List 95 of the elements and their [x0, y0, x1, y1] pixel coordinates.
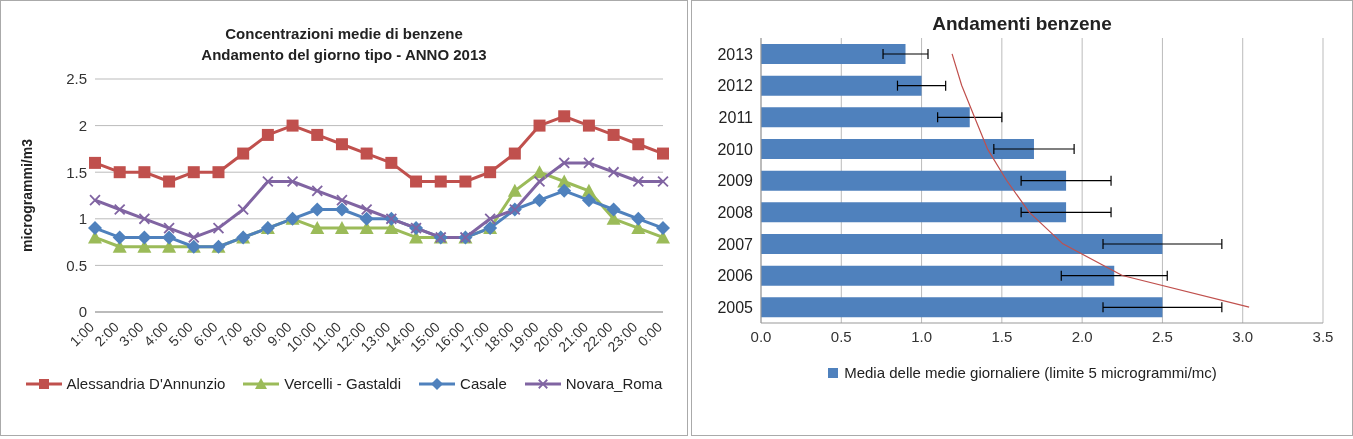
point	[606, 202, 621, 217]
point	[484, 213, 496, 225]
x-tick-label: 0.0	[750, 327, 772, 345]
y-tick-label: 2010	[717, 140, 754, 158]
bar	[761, 107, 970, 128]
x-tick-label: 0.5	[830, 327, 852, 345]
point	[361, 203, 373, 216]
point	[533, 119, 546, 132]
y-tick-label: 1.5	[66, 163, 87, 181]
point	[188, 231, 200, 244]
legend-label: Alessandria D'Annunzio	[66, 375, 226, 392]
point	[113, 166, 126, 179]
point	[359, 211, 374, 226]
point	[335, 138, 348, 151]
y-tick-label: 0.5	[66, 256, 87, 274]
point	[114, 203, 126, 216]
bar	[761, 75, 922, 96]
x-tick-label: 1.0	[911, 327, 932, 345]
point	[138, 166, 151, 179]
point	[607, 128, 620, 141]
x-tick-label: 2.0	[1071, 327, 1093, 345]
y-tick-label: 2	[78, 116, 87, 134]
point	[88, 221, 102, 236]
point	[632, 138, 645, 151]
point	[336, 194, 348, 206]
y-tick-label: 0	[78, 303, 87, 321]
point	[334, 202, 349, 217]
y-tick-label: 2008	[717, 203, 754, 221]
x-tick-label: 2.5	[1152, 327, 1173, 345]
point	[631, 211, 646, 226]
chart-title: Andamenti benzene	[932, 13, 1112, 34]
x-tick-label: 1.5	[991, 327, 1013, 345]
x-tick-label: 3.0	[1232, 327, 1254, 345]
y-tick-label: 2013	[717, 45, 754, 63]
bar	[761, 202, 1067, 223]
point	[583, 157, 595, 169]
point	[310, 202, 325, 217]
point	[385, 156, 398, 169]
y-tick-label: 2011	[718, 108, 754, 126]
bar	[761, 170, 1067, 191]
point	[138, 213, 150, 225]
bar	[761, 297, 1163, 318]
point	[89, 156, 101, 169]
y-tick-label: 2007	[717, 235, 754, 253]
y-tick-label: 2006	[717, 267, 754, 285]
point	[286, 175, 299, 188]
y-tick-label: 2012	[717, 77, 754, 95]
point	[261, 128, 274, 141]
x-tick-label: 3.5	[1312, 327, 1334, 345]
y-tick-label: 1	[78, 210, 87, 228]
point	[508, 147, 521, 160]
chart-title: Concentrazioni medie di benzene Andamento del giorno tipo - ANNO 2013	[201, 24, 487, 65]
bar	[761, 265, 1115, 286]
legend-label: Casale	[460, 375, 507, 392]
point	[533, 175, 546, 188]
y-tick-label: 2005	[717, 298, 754, 316]
point	[163, 222, 175, 234]
point	[434, 175, 447, 188]
y-tick-label: 2009	[717, 172, 754, 190]
point	[459, 175, 472, 188]
y-tick-label: 2.5	[66, 70, 87, 88]
point	[163, 175, 176, 188]
point	[162, 230, 177, 245]
point	[310, 221, 325, 235]
point	[558, 110, 571, 123]
point	[334, 221, 349, 235]
point	[187, 166, 200, 179]
bar	[761, 139, 1034, 159]
point	[532, 193, 547, 208]
legend-label: Vercelli - Gastaldi	[284, 375, 402, 392]
point	[286, 119, 299, 132]
point	[632, 175, 644, 188]
point	[581, 193, 596, 208]
point	[657, 147, 669, 160]
y-axis-title: microgrammi/m3	[18, 138, 35, 252]
point	[582, 119, 595, 132]
point	[484, 166, 497, 179]
point	[311, 128, 324, 141]
point	[112, 230, 127, 245]
legend-label: Novara_Roma	[565, 375, 663, 392]
point	[507, 183, 522, 197]
bar	[761, 44, 906, 64]
point	[558, 157, 570, 169]
point	[656, 221, 670, 236]
point	[410, 175, 423, 188]
point	[311, 185, 323, 197]
legend-label: Media delle medie giornaliere (limite 5 microgrammi/mc)	[844, 364, 1217, 381]
point	[89, 194, 101, 206]
point	[237, 147, 250, 160]
point	[137, 230, 152, 245]
point	[557, 183, 572, 198]
bar	[761, 234, 1163, 254]
point	[608, 166, 620, 178]
point	[360, 147, 373, 160]
point	[212, 166, 225, 179]
